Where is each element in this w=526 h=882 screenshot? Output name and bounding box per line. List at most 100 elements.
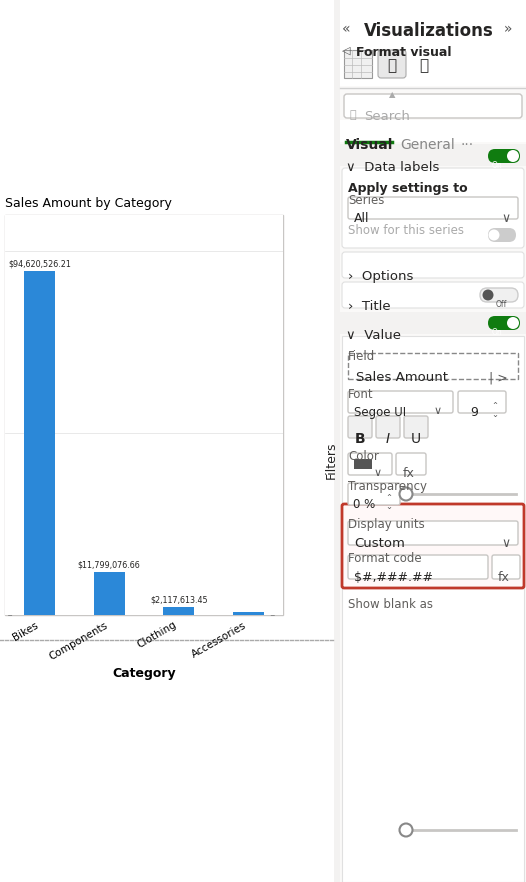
Text: Font: Font	[348, 388, 373, 401]
Text: Display units: Display units	[348, 518, 425, 531]
Bar	[340, 312, 526, 334]
Bar	[354, 459, 372, 469]
Text: B: B	[355, 432, 366, 446]
Text: Series: Series	[348, 194, 385, 207]
Text: ∨: ∨	[501, 537, 511, 550]
FancyBboxPatch shape	[488, 228, 516, 242]
Text: Visualizations: Visualizations	[364, 22, 494, 40]
FancyBboxPatch shape	[348, 555, 488, 579]
Text: Apply settings to: Apply settings to	[348, 182, 468, 195]
Text: ◁: ◁	[342, 46, 350, 56]
FancyBboxPatch shape	[488, 316, 520, 330]
Bar	[340, 48, 526, 86]
Bar	[340, 144, 526, 166]
Text: ∨: ∨	[434, 406, 442, 416]
Text: Transparency: Transparency	[348, 480, 427, 493]
FancyBboxPatch shape	[342, 504, 524, 588]
Bar	[334, 0, 342, 882]
Circle shape	[507, 150, 519, 162]
FancyBboxPatch shape	[480, 288, 518, 302]
Text: Color: Color	[348, 450, 379, 463]
Text: 9: 9	[470, 406, 478, 419]
Text: ⌞: ⌞	[7, 605, 13, 618]
Bar	[342, 336, 524, 882]
Bar	[94, 572, 125, 615]
Bar	[277, 400, 282, 430]
Text: ···: ···	[460, 138, 473, 152]
Bar	[129, 609, 159, 614]
Text: Format visual: Format visual	[356, 46, 451, 59]
Text: ···: ···	[255, 226, 267, 239]
Text: On: On	[492, 328, 503, 337]
Bar	[410, 50, 438, 78]
FancyBboxPatch shape	[342, 282, 524, 308]
Circle shape	[489, 229, 500, 241]
Text: On: On	[492, 161, 503, 170]
Text: fx: fx	[403, 467, 415, 480]
Text: | >: | >	[489, 371, 508, 384]
Bar	[344, 50, 372, 78]
FancyBboxPatch shape	[376, 416, 400, 438]
FancyBboxPatch shape	[404, 416, 428, 438]
FancyBboxPatch shape	[396, 453, 426, 475]
Text: ∨: ∨	[501, 212, 511, 225]
Text: Off: Off	[496, 300, 508, 309]
Text: fx: fx	[498, 571, 510, 584]
FancyBboxPatch shape	[488, 149, 520, 163]
Text: Show for this series: Show for this series	[348, 224, 464, 237]
Text: ›  Title: › Title	[348, 300, 391, 313]
FancyBboxPatch shape	[348, 391, 453, 413]
Text: ∨: ∨	[374, 468, 382, 478]
Bar	[0, 0, 335, 882]
Circle shape	[507, 317, 519, 329]
Text: «: «	[342, 22, 350, 36]
Bar	[340, 0, 526, 882]
Text: ∨  Data labels: ∨ Data labels	[346, 161, 439, 174]
Text: General: General	[400, 138, 455, 152]
Text: Segoe UI: Segoe UI	[354, 406, 406, 419]
FancyBboxPatch shape	[348, 197, 518, 219]
Circle shape	[400, 824, 412, 836]
Text: 🔍: 🔍	[350, 110, 357, 120]
Text: ⌃: ⌃	[386, 494, 392, 503]
Text: »: »	[503, 22, 512, 36]
Text: U: U	[411, 432, 421, 446]
Text: Visual: Visual	[346, 138, 393, 152]
FancyBboxPatch shape	[348, 483, 400, 505]
Text: All: All	[354, 212, 369, 225]
Bar	[348, 353, 518, 379]
Bar	[232, 612, 264, 615]
Text: ⌄: ⌄	[491, 410, 499, 419]
Text: 🔍: 🔍	[419, 58, 429, 73]
Bar	[24, 271, 55, 615]
Bar	[5, 215, 283, 615]
Text: 0 %: 0 %	[353, 498, 375, 511]
Text: ▽: ▽	[215, 229, 224, 239]
Bar	[340, 0, 526, 30]
Text: Sales Amount by Category: Sales Amount by Category	[5, 197, 172, 210]
Bar	[340, 120, 526, 142]
FancyBboxPatch shape	[348, 453, 392, 475]
Text: ⌃: ⌃	[491, 402, 499, 411]
FancyBboxPatch shape	[348, 521, 518, 545]
Circle shape	[482, 289, 493, 301]
Text: Format code: Format code	[348, 552, 422, 565]
Text: ⌟: ⌟	[269, 605, 275, 618]
Text: Field: Field	[348, 350, 375, 363]
FancyBboxPatch shape	[458, 391, 506, 413]
Bar	[163, 608, 195, 615]
FancyBboxPatch shape	[378, 50, 406, 78]
FancyBboxPatch shape	[342, 252, 524, 278]
Text: ⌄: ⌄	[386, 502, 392, 511]
Bar	[340, 30, 526, 48]
FancyBboxPatch shape	[342, 168, 524, 248]
Text: Search: Search	[364, 110, 410, 123]
Text: ∨  Value: ∨ Value	[346, 329, 401, 342]
Text: $94,620,526.21: $94,620,526.21	[8, 259, 71, 268]
Text: ▲: ▲	[389, 90, 395, 99]
Text: Custom: Custom	[354, 537, 405, 550]
Text: $#,###.##: $#,###.##	[354, 571, 433, 584]
Text: Sales Amount: Sales Amount	[356, 371, 448, 384]
FancyBboxPatch shape	[492, 555, 520, 579]
Text: 🖌: 🖌	[388, 58, 397, 73]
